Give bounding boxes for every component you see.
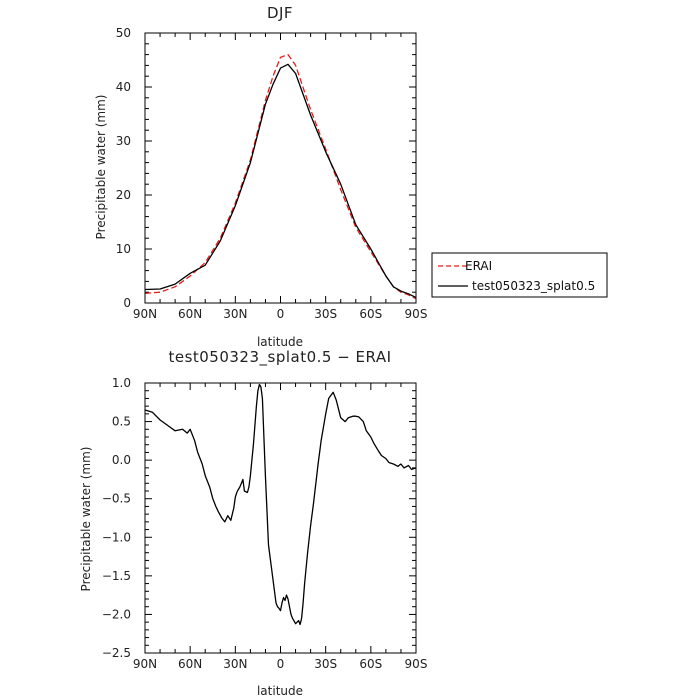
djf-precipitable-water-panel: DJF latitude Precipitable water (mm) 90N… — [94, 4, 427, 349]
y-tick-label: 1.0 — [112, 376, 131, 390]
y-tick-label: 0 — [123, 296, 131, 310]
legend: ERAI test050323_splat0.5 — [431, 252, 608, 298]
plot-frame — [144, 382, 417, 654]
x-tick-label: 60N — [178, 657, 202, 671]
chart-title: test050323_splat0.5 − ERAI — [168, 348, 391, 367]
y-tick-label: 30 — [116, 134, 131, 148]
y-tick-label: 50 — [116, 26, 131, 40]
x-axis-label: latitude — [257, 335, 303, 349]
legend-box — [431, 252, 608, 298]
x-tick-label: 0 — [277, 307, 285, 321]
difference-panel: test050323_splat0.5 − ERAI latitude Prec… — [79, 348, 427, 698]
x-tick-label: 30N — [223, 657, 247, 671]
x-tick-label: 60S — [359, 657, 382, 671]
series-line-test050323-splat0-5 — [144, 63, 417, 299]
series-line-erai — [144, 53, 417, 300]
y-axis-label: Precipitable water (mm) — [79, 447, 93, 592]
y-tick-label: −1.0 — [102, 530, 131, 544]
y-tick-label: 20 — [116, 188, 131, 202]
y-tick-label: 10 — [116, 242, 131, 256]
plot-frame — [144, 32, 417, 304]
y-tick-label: −2.0 — [102, 607, 131, 621]
x-tick-label: 0 — [277, 657, 285, 671]
x-axis-label: latitude — [257, 684, 303, 698]
x-tick-label: 60S — [359, 307, 382, 321]
y-tick-label: 0.5 — [112, 415, 131, 429]
y-tick-label: 0.0 — [112, 453, 131, 467]
y-tick-label: −0.5 — [102, 492, 131, 506]
x-tick-label: 30S — [314, 657, 337, 671]
x-tick-label: 90S — [405, 307, 428, 321]
y-tick-label: −2.5 — [102, 646, 131, 660]
legend-label-test: test050323_splat0.5 — [472, 279, 595, 293]
y-axis-label: Precipitable water (mm) — [94, 95, 108, 240]
x-tick-label: 60N — [178, 307, 202, 321]
legend-label-erai: ERAI — [465, 259, 492, 273]
x-tick-label: 90S — [405, 657, 428, 671]
x-tick-label: 90N — [133, 657, 157, 671]
x-tick-label: 90N — [133, 307, 157, 321]
y-tick-label: −1.5 — [102, 569, 131, 583]
y-tick-label: 40 — [116, 80, 131, 94]
x-tick-label: 30S — [314, 307, 337, 321]
chart-title: DJF — [267, 4, 293, 22]
x-tick-label: 30N — [223, 307, 247, 321]
series-line-difference — [144, 383, 417, 626]
